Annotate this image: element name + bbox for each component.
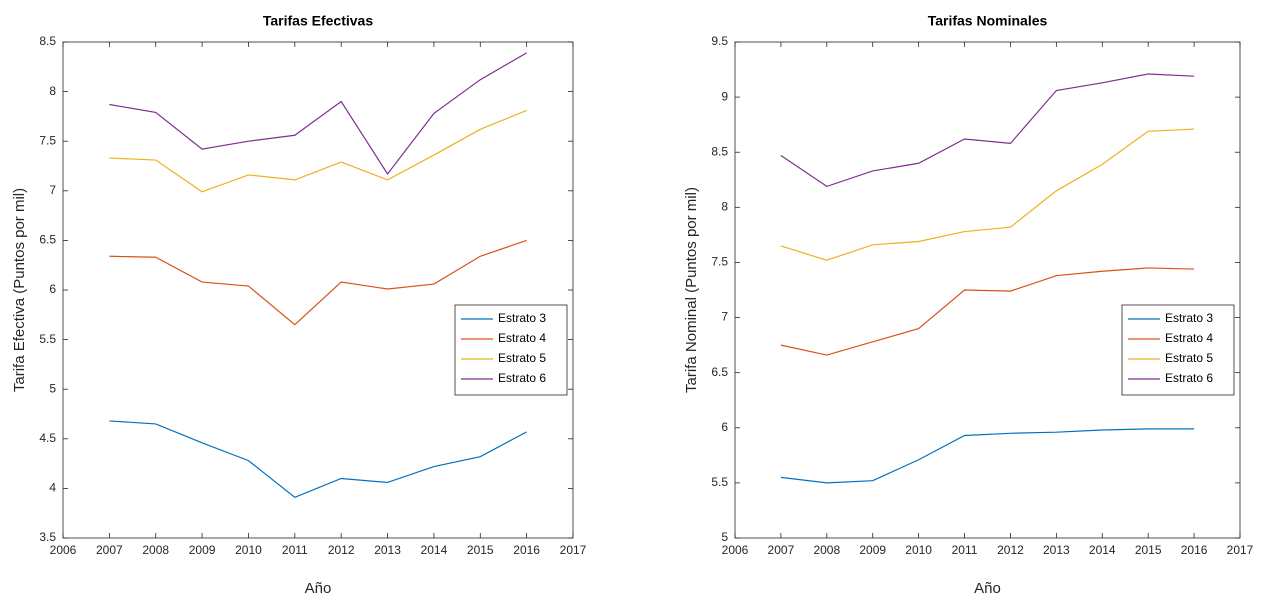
x-tick-label: 2017 [560,543,587,557]
x-tick-label: 2016 [1181,543,1208,557]
chart-title: Tarifas Nominales [928,13,1048,29]
x-tick-label: 2012 [997,543,1024,557]
x-tick-label: 2012 [328,543,355,557]
y-tick-label: 4.5 [39,431,56,445]
x-tick-label: 2014 [1089,543,1116,557]
legend-label: Estrato 4 [1165,331,1213,345]
x-tick-label: 2008 [813,543,840,557]
legend-label: Estrato 3 [498,311,546,325]
legend-label: Estrato 5 [498,351,546,365]
line [780,73,1195,188]
x-tick-label: 2014 [421,543,448,557]
legend: Estrato 3 Estrato 4 Estrato 5 Estrato 6 [1121,304,1235,396]
x-tick-label: 2015 [467,543,494,557]
y-tick-label: 7 [721,310,728,324]
y-tick-label: 6 [49,282,56,296]
y-tick-label: 5.5 [711,475,728,489]
x-tick-label: 2016 [513,543,540,557]
line [109,52,527,175]
chart-title: Tarifas Efectivas [263,13,373,29]
line [109,239,527,326]
legend-box [454,304,568,396]
legend-label: Estrato 6 [498,371,546,385]
x-tick-label: 2010 [235,543,262,557]
legend: Estrato 3 Estrato 4 Estrato 5 Estrato 6 [454,304,568,396]
x-tick-label: 2013 [1043,543,1070,557]
x-tick-label: 2011 [282,543,308,557]
x-tick-label: 2009 [189,543,216,557]
x-tick-label: 2007 [768,543,795,557]
y-tick-label: 8.5 [711,144,728,158]
y-tick-label: 7.5 [711,255,728,269]
x-axis-label: Año [974,580,1001,597]
x-tick-label: 2013 [374,543,401,557]
y-tick-label: 7 [49,183,56,197]
y-tick-label: 8 [721,200,728,214]
line [109,109,527,193]
x-tick-label: 2006 [722,543,749,557]
y-tick-label: 9.5 [711,34,728,48]
chart: 2006 2007 2008 2009 2010 2011 2012 2013 2014 2015… [11,13,587,597]
y-tick-label: 3.5 [39,530,56,544]
legend-box [1121,304,1235,396]
x-tick-label: 2010 [905,543,932,557]
y-tick-label: 6.5 [711,365,728,379]
legend-label: Estrato 4 [498,331,546,345]
legend-label: Estrato 6 [1165,371,1213,385]
y-tick-label: 5 [721,530,728,544]
y-tick-label: 6 [721,420,728,434]
x-tick-label: 2017 [1227,543,1254,557]
y-tick-label: 5.5 [39,332,56,346]
line [780,428,1195,484]
y-tick-label: 7.5 [39,133,56,147]
y-axis-label: Tarifa Efectiva (Puntos por mil) [11,188,28,392]
x-axis-label: Año [305,580,332,597]
x-tick-label: 2009 [859,543,886,557]
legend-label: Estrato 5 [1165,351,1213,365]
y-tick-label: 4 [49,481,56,495]
x-tick-label: 2006 [50,543,77,557]
y-axis-label: Tarifa Nominal (Puntos por mil) [683,187,700,393]
x-tick-label: 2007 [96,543,123,557]
legend-label: Estrato 3 [1165,311,1213,325]
x-tick-label: 2011 [952,543,978,557]
line [780,267,1195,356]
y-tick-label: 8.5 [39,34,56,48]
y-tick-label: 6.5 [39,233,56,247]
y-tick-label: 5 [49,381,56,395]
x-tick-label: 2008 [142,543,169,557]
axes-box [62,41,574,539]
line [780,128,1195,261]
line [109,420,527,499]
chart: 2006 2007 2008 2009 2010 2011 2012 2013 2014 2015… [683,13,1254,597]
x-tick-label: 2015 [1135,543,1162,557]
y-tick-label: 9 [721,89,728,103]
y-tick-label: 8 [49,84,56,98]
